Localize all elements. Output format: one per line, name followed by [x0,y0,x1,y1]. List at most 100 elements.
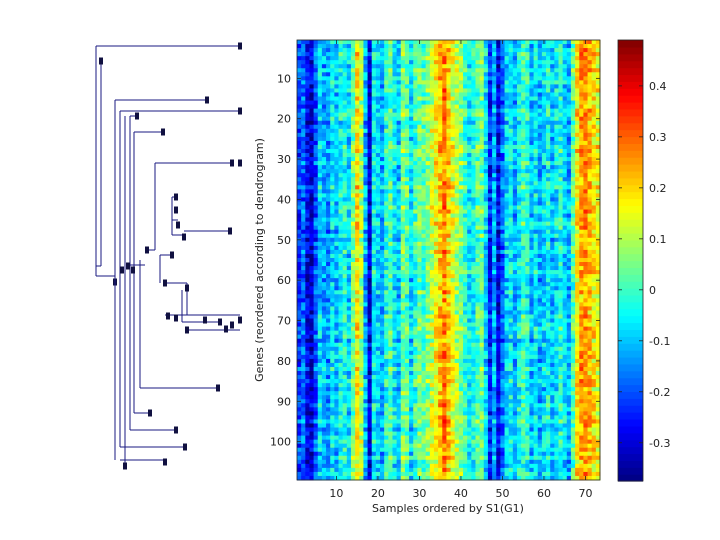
heatmap-cell [438,294,443,299]
heatmap-cell [566,201,572,207]
heatmap-cell [321,298,327,303]
heatmap-cell [483,157,489,162]
heatmap-cell [516,48,522,53]
heatmap-cell [321,120,327,126]
heatmap-cell [516,237,522,243]
heatmap-cell [454,104,460,110]
heatmap-cell [541,233,547,239]
heatmap-cell [321,52,327,57]
heatmap-cell [512,181,518,186]
heatmap-cell [583,92,589,98]
heatmap-cell [317,100,323,106]
heatmap-cell [363,136,369,142]
heatmap-cell [471,148,476,154]
heatmap-cell [442,40,447,45]
heatmap-cell [380,193,385,198]
heatmap-cell [558,104,564,110]
heatmap-cell [326,197,331,202]
heatmap-cell [500,257,506,263]
heatmap-cell [438,197,443,202]
heatmap-cell [363,112,369,118]
heatmap-cell [301,44,306,49]
heatmap-cell [326,153,331,158]
heatmap-cell [570,185,576,190]
heatmap-cell [309,217,315,223]
heatmap-cell [467,72,472,77]
heatmap-cell [521,153,526,158]
heatmap-cell [326,104,331,110]
heatmap-cell [583,193,589,198]
heatmap-cell [516,144,522,150]
heatmap-cell [400,144,406,150]
heatmap-cell [433,120,439,126]
heatmap-cell [371,88,377,93]
heatmap-cell [326,56,331,61]
heatmap-cell [508,112,514,118]
heatmap-cell [446,245,452,251]
heatmap-cell [409,104,414,110]
heatmap-cell [475,144,481,150]
heatmap-cell [425,52,431,57]
heatmap-cell [371,68,377,73]
heatmap-cell [309,270,315,275]
heatmap-cell [533,72,539,77]
heatmap-cell [421,165,427,170]
heatmap-cell [471,140,476,146]
heatmap-cell [533,241,539,247]
heatmap-cell [350,68,356,73]
heatmap-cell [525,306,530,311]
heatmap-cell [500,64,506,69]
heatmap-cell [508,306,514,311]
heatmap-cell [546,96,551,102]
heatmap-cell [492,181,497,186]
heatmap-cell [508,290,514,295]
heatmap-cell [500,270,506,275]
heatmap-cell [554,270,559,275]
heatmap-cell [454,257,460,263]
heatmap-cell [371,64,377,69]
heatmap-cell [321,249,327,255]
heatmap-cell [554,241,559,247]
heatmap-cell [355,112,360,118]
heatmap-cell [504,282,510,287]
heatmap-cell [355,140,360,146]
heatmap-cell [521,302,526,307]
heatmap-cell [562,136,568,142]
heatmap-cell [334,245,340,251]
heatmap-cell [587,88,593,93]
heatmap-cell [587,274,593,279]
heatmap-cell [500,120,506,126]
heatmap-cell [475,76,481,81]
heatmap-cell [516,290,522,295]
heatmap-cell [458,96,464,102]
heatmap-cell [529,286,535,291]
heatmap-cell [483,173,489,178]
heatmap-cell [413,112,418,118]
heatmap-cell [541,140,547,146]
heatmap-cell [512,294,518,299]
heatmap-cell [591,302,597,307]
heatmap-cell [587,132,593,138]
heatmap-cell [537,48,543,53]
heatmap-cell [413,193,418,198]
heatmap-cell [421,157,427,162]
heatmap-cell [450,237,456,243]
heatmap-cell [529,153,535,158]
heatmap-cell [338,169,344,174]
heatmap-cell [313,92,319,98]
heatmap-cell [400,262,406,267]
heatmap-cell [388,76,393,81]
heatmap-cell [475,52,481,57]
heatmap-cell [392,193,398,198]
heatmap-cell [380,213,385,219]
heatmap-cell [467,225,472,231]
heatmap-cell [301,257,306,263]
heatmap-cell [500,245,506,251]
heatmap-cell [429,185,435,190]
heatmap-cell [371,209,377,215]
heatmap-cell [467,44,472,49]
heatmap-cell [392,270,398,275]
heatmap-cell [467,253,472,259]
heatmap-cell [487,177,493,182]
heatmap-cell [458,44,464,49]
